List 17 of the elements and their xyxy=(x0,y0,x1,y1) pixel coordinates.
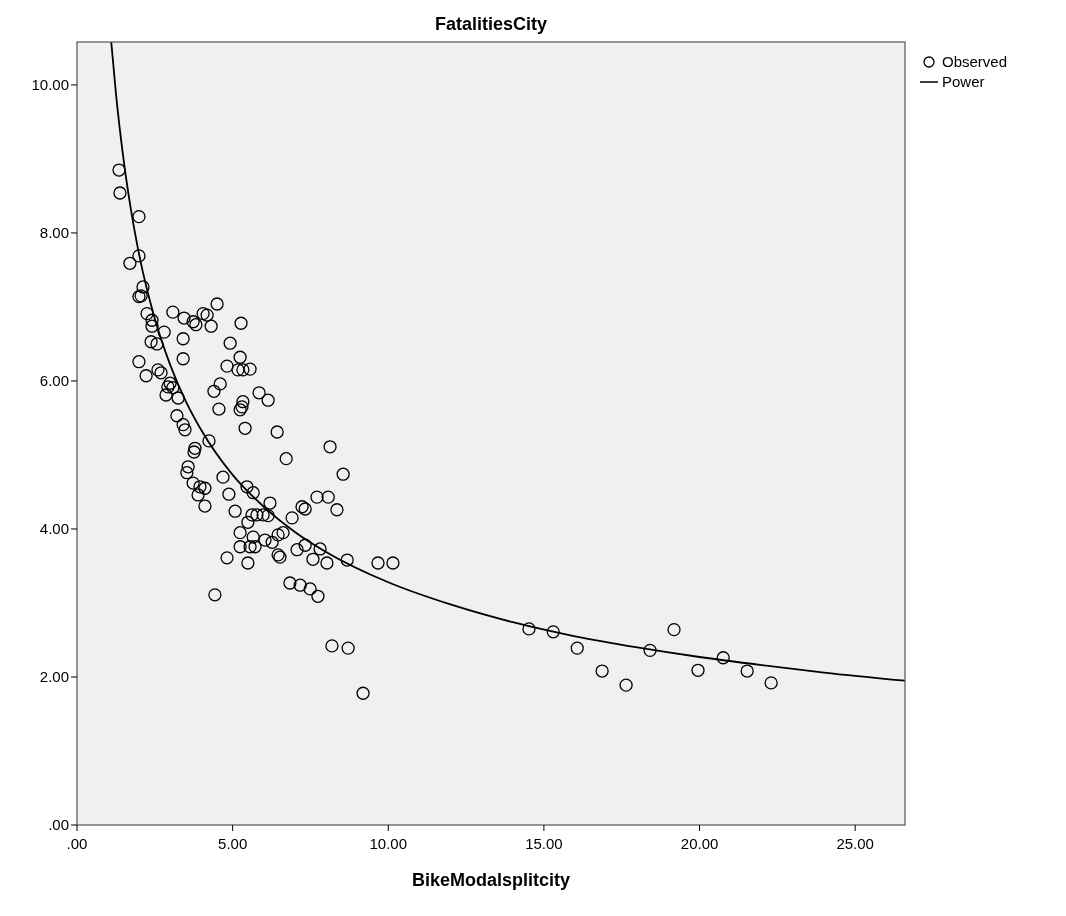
legend-label: Power xyxy=(942,73,985,91)
x-tick-label: 20.00 xyxy=(680,835,719,852)
chart-title: FatalitiesCity xyxy=(434,14,548,34)
y-tick-label: 8.00 xyxy=(39,224,69,242)
x-tick-label: 5.00 xyxy=(218,835,248,852)
x-tick-label: 25.00 xyxy=(836,835,874,852)
x-axis-title: BikeModalsplitcity xyxy=(411,870,571,890)
x-tick-label: 15.00 xyxy=(525,835,563,852)
y-tick-label: 6.00 xyxy=(39,372,69,390)
y-tick-label: 10.00 xyxy=(31,76,69,94)
line-series xyxy=(110,42,905,682)
y-tick-label: 4.00 xyxy=(39,520,69,538)
y-tick-label: .00 xyxy=(48,816,69,834)
legend-label: Observed xyxy=(942,53,1008,71)
x-tick-label: 10.00 xyxy=(369,835,408,852)
x-tick-label: .00 xyxy=(66,835,88,852)
y-tick-label: 2.00 xyxy=(39,668,69,686)
